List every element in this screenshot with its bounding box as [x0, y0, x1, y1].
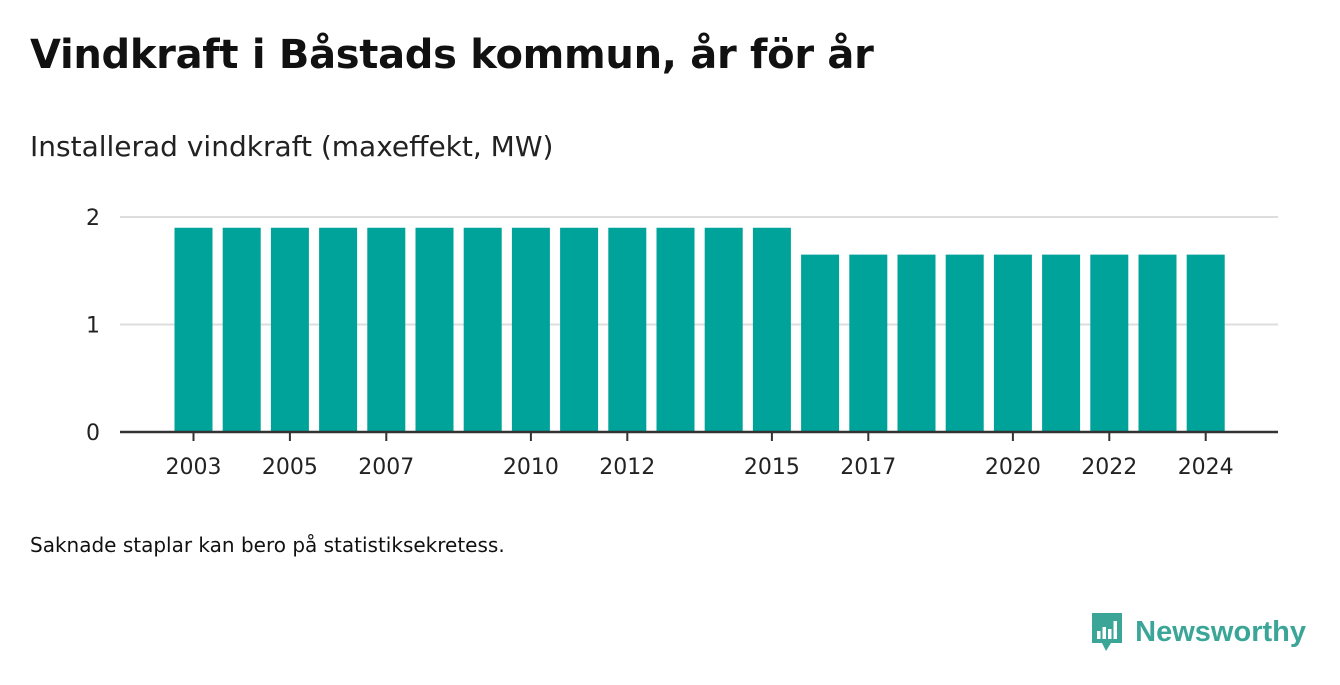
bar-2005 [270, 227, 309, 432]
bar-2024 [1186, 254, 1225, 432]
x-tick-label: 2024 [1178, 455, 1234, 480]
bar-2006 [319, 227, 358, 432]
bar-2018 [897, 254, 936, 432]
bar-2023 [1138, 254, 1177, 432]
bar-chart: 0 1 2 2003 2005 2007 2010 2012 2015 2017 2020 2022 2… [86, 206, 1278, 480]
x-tick-label: 2020 [985, 455, 1041, 480]
footnote: Saknade staplar kan bero på statistiksek… [30, 533, 505, 557]
y-tick-label: 1 [86, 314, 100, 339]
x-tick-label: 2017 [840, 455, 896, 480]
chart-title: Vindkraft i Båstads kommun, år för år [30, 32, 874, 78]
x-tick-label: 2010 [503, 455, 559, 480]
bar-2004 [222, 227, 261, 432]
bar-2020 [993, 254, 1032, 432]
newsworthy-brand[interactable]: Newsworthy [1089, 610, 1306, 654]
bar-2021 [1042, 254, 1081, 432]
bar-2016 [801, 254, 840, 432]
bar-2015 [752, 227, 791, 432]
y-tick-label: 2 [86, 206, 100, 231]
bar-2019 [945, 254, 984, 432]
axes: 0 1 2 2003 2005 2007 2010 2012 2015 2017 2020 2022 2… [86, 206, 1278, 480]
newsworthy-chart-bubble-icon [1092, 613, 1123, 651]
chart-subtitle: Installerad vindkraft (maxeffekt, MW) [30, 130, 554, 163]
brand-name: Newsworthy [1135, 615, 1306, 648]
bar-2011 [560, 227, 599, 432]
bar-2010 [511, 227, 550, 432]
gridlines [120, 216, 1278, 326]
x-tick-label: 2012 [599, 455, 655, 480]
bar-2008 [415, 227, 454, 432]
x-tick-label: 2005 [262, 455, 318, 480]
bars [174, 227, 1225, 432]
bar-2009 [463, 227, 502, 432]
x-tick-label: 2022 [1081, 455, 1137, 480]
bar-2013 [656, 227, 695, 432]
bar-2014 [704, 227, 743, 432]
bar-2022 [1090, 254, 1129, 432]
bar-2007 [367, 227, 406, 432]
x-tick-label: 2015 [744, 455, 800, 480]
x-tick-label: 2003 [166, 455, 222, 480]
bar-2012 [608, 227, 647, 432]
y-tick-label: 0 [86, 421, 100, 446]
bar-2003 [174, 227, 213, 432]
bar-2017 [849, 254, 888, 432]
x-tick-label: 2007 [358, 455, 414, 480]
